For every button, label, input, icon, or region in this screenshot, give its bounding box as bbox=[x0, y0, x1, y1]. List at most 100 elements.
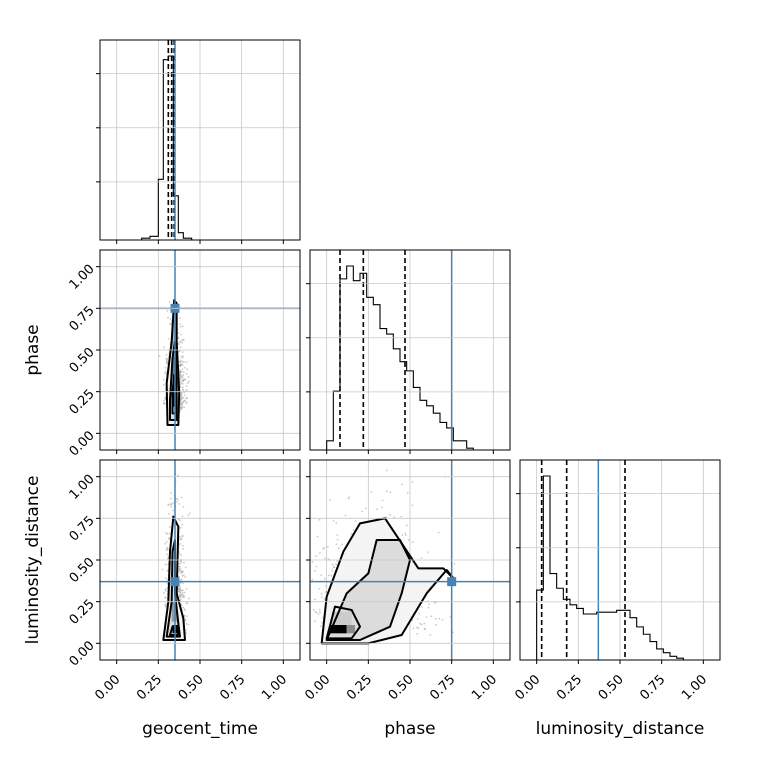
sample-point bbox=[166, 532, 169, 535]
density-cell bbox=[346, 625, 355, 634]
sample-point bbox=[179, 526, 182, 529]
sample-point bbox=[187, 514, 190, 517]
sample-point bbox=[181, 376, 184, 379]
sample-point bbox=[300, 581, 302, 583]
sample-point bbox=[167, 504, 169, 507]
sample-point bbox=[179, 317, 181, 320]
sample-point bbox=[323, 598, 326, 600]
sample-point bbox=[167, 316, 169, 319]
sample-point bbox=[307, 582, 309, 584]
sample-point bbox=[185, 385, 188, 387]
sample-point bbox=[420, 606, 423, 608]
sample-point bbox=[323, 577, 326, 580]
sample-point bbox=[180, 380, 182, 383]
x-tick-label: 0.25 bbox=[554, 672, 585, 703]
sample-point bbox=[347, 497, 350, 500]
sample-point bbox=[181, 360, 183, 363]
sample-point bbox=[303, 631, 305, 633]
y-tick-label: 0.50 bbox=[67, 345, 98, 376]
sample-point bbox=[423, 622, 426, 625]
sample-point bbox=[441, 618, 444, 621]
panel-content bbox=[536, 460, 690, 660]
ylabel-phase: phase bbox=[23, 324, 43, 375]
panel-geocent_time-vs-luminosity_distance: 0.00 0.25 0.50 0.75 1.00 0.00 0.25 0.50 0.75 1.00 bbox=[67, 459, 301, 703]
x-tick-label: 0.00 bbox=[92, 672, 123, 703]
sample-point bbox=[158, 355, 161, 358]
sample-point bbox=[179, 535, 181, 538]
sample-point bbox=[185, 388, 188, 391]
sample-point bbox=[185, 602, 188, 605]
density-cell bbox=[171, 320, 175, 354]
sample-point bbox=[182, 396, 185, 399]
sample-point bbox=[179, 401, 182, 404]
sample-point bbox=[182, 547, 185, 550]
y-tick-label: 0.50 bbox=[67, 555, 98, 586]
sample-point bbox=[170, 506, 172, 508]
y-tick-label: 0.75 bbox=[67, 513, 98, 544]
sample-point bbox=[385, 469, 388, 472]
sample-point bbox=[324, 557, 326, 560]
sample-point bbox=[181, 375, 184, 377]
sample-point bbox=[427, 551, 429, 554]
y-tick-label: 0.00 bbox=[67, 638, 98, 669]
sample-point bbox=[420, 623, 423, 626]
sample-point bbox=[352, 528, 355, 531]
sample-point bbox=[401, 534, 404, 537]
sample-point bbox=[181, 515, 184, 518]
sample-point bbox=[165, 361, 168, 364]
sample-point bbox=[182, 355, 185, 358]
sample-point bbox=[330, 574, 333, 577]
sample-point bbox=[314, 569, 317, 572]
sample-point bbox=[291, 585, 293, 587]
sample-point bbox=[163, 346, 165, 349]
sample-point bbox=[348, 496, 351, 499]
sample-point bbox=[184, 629, 187, 632]
sample-point bbox=[182, 382, 184, 385]
truth-marker bbox=[447, 577, 457, 587]
sample-point bbox=[315, 611, 318, 614]
sample-point bbox=[325, 590, 328, 593]
sample-point bbox=[178, 341, 181, 343]
contour-line bbox=[165, 299, 181, 426]
sample-point bbox=[411, 504, 414, 507]
sample-point bbox=[335, 543, 338, 546]
sample-point bbox=[385, 490, 388, 493]
sample-point bbox=[181, 339, 184, 342]
sample-point bbox=[175, 497, 178, 500]
sample-point bbox=[164, 589, 167, 592]
sample-point bbox=[180, 572, 183, 574]
sample-point bbox=[435, 624, 437, 626]
sample-point bbox=[183, 561, 185, 564]
contour-line bbox=[162, 515, 186, 641]
sample-point bbox=[179, 346, 182, 349]
y-tick-label: 0.00 bbox=[67, 428, 98, 459]
sample-point bbox=[180, 570, 183, 573]
sample-point bbox=[165, 357, 168, 360]
sample-point bbox=[179, 591, 182, 594]
sample-point bbox=[181, 386, 184, 389]
sample-point bbox=[181, 523, 184, 526]
sample-point bbox=[178, 586, 181, 589]
sample-point bbox=[185, 361, 188, 364]
sample-point bbox=[177, 474, 179, 477]
sample-point bbox=[179, 543, 182, 545]
histogram-luminosity_distance bbox=[536, 475, 690, 660]
corner-panels: 0.00 0.25 0.50 0.75 1.00 0.00 0.25 0.50 0.75 1.00… bbox=[67, 39, 721, 703]
sample-point bbox=[181, 341, 184, 344]
sample-point bbox=[428, 603, 430, 606]
xlabel-phase: phase bbox=[384, 719, 435, 739]
density-cell bbox=[171, 601, 177, 622]
sample-point bbox=[307, 628, 309, 630]
sample-point bbox=[182, 506, 185, 508]
y-tick-label: 0.25 bbox=[67, 387, 98, 418]
sample-point bbox=[166, 358, 169, 361]
sample-point bbox=[181, 591, 184, 594]
sample-point bbox=[180, 355, 183, 358]
sample-point bbox=[185, 632, 188, 635]
sample-point bbox=[332, 520, 335, 522]
sample-point bbox=[183, 594, 186, 597]
sample-point bbox=[182, 400, 185, 403]
sample-point bbox=[180, 560, 182, 563]
sample-point bbox=[186, 615, 188, 618]
sample-point bbox=[316, 535, 319, 538]
